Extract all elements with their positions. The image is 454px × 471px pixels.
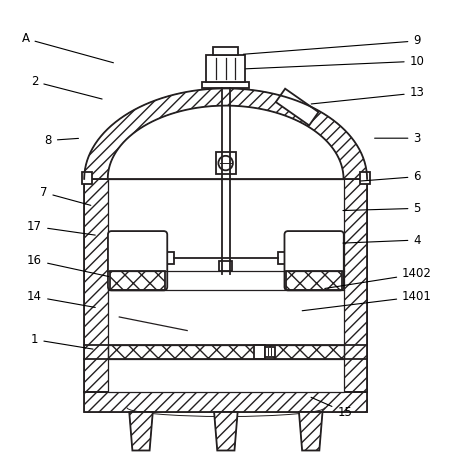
Text: A: A [22,32,114,63]
Bar [82,172,92,184]
Text: 9: 9 [243,34,421,54]
Text: 10: 10 [246,55,424,69]
Polygon shape [214,412,237,450]
Text: 7: 7 [40,186,91,205]
Bar [216,152,236,174]
Bar [266,347,276,357]
Text: 1: 1 [31,333,93,349]
Polygon shape [129,412,153,450]
Text: 13: 13 [311,86,424,104]
Text: 4: 4 [343,234,421,246]
Bar [254,345,266,359]
Text: 16: 16 [27,254,109,276]
Text: 1402: 1402 [325,268,432,288]
Bar [110,271,165,291]
Text: 2: 2 [31,75,102,99]
Bar [207,55,245,82]
Bar [360,172,370,184]
Circle shape [218,156,233,171]
Bar [84,179,108,392]
Bar [276,89,319,125]
Text: 17: 17 [27,220,95,235]
Text: 14: 14 [27,290,95,308]
Bar [163,252,173,265]
Text: 15: 15 [311,398,352,419]
Text: 6: 6 [361,170,421,183]
Bar [84,179,367,392]
Text: 1401: 1401 [302,290,432,311]
Bar [108,345,344,359]
Text: 5: 5 [343,202,421,215]
FancyBboxPatch shape [108,231,167,291]
Bar [213,47,238,55]
Bar [278,252,288,265]
Bar [286,271,342,291]
FancyBboxPatch shape [285,231,344,291]
Bar [108,179,344,392]
Bar [202,82,249,89]
Bar [219,261,232,271]
Text: 8: 8 [44,134,79,147]
Bar [84,392,367,412]
Text: 3: 3 [375,132,421,145]
Bar [344,179,367,392]
Polygon shape [299,412,322,450]
